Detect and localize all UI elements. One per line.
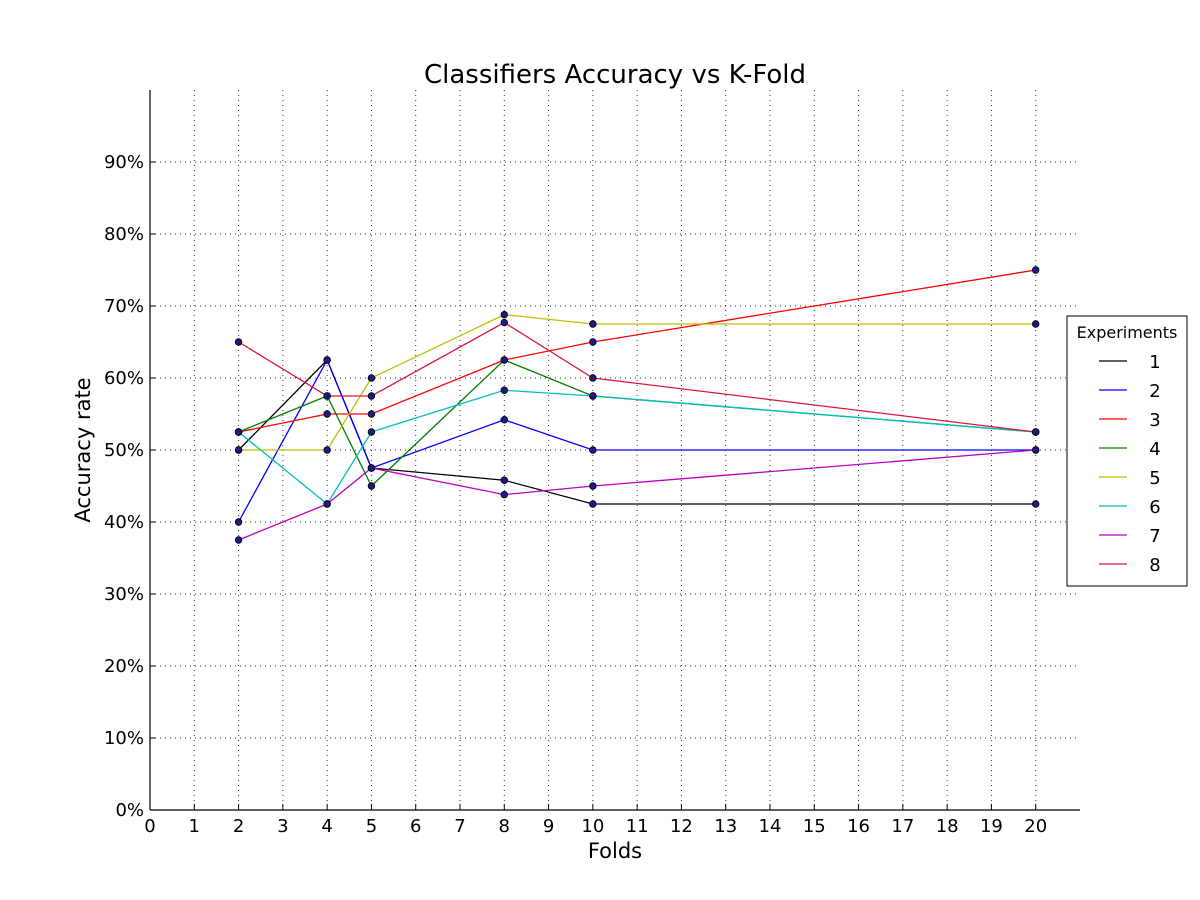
data-point-series-6 [500, 386, 508, 394]
data-point-series-5 [589, 320, 597, 328]
y-tick-label: 40% [104, 512, 144, 533]
data-point-series-8 [589, 374, 597, 382]
y-tick-label: 30% [104, 584, 144, 605]
data-point-series-6 [234, 428, 243, 436]
x-tick-label: 7 [454, 816, 465, 837]
data-point-series-2 [500, 416, 508, 424]
y-tick-label: 50% [104, 440, 144, 461]
data-point-series-2 [323, 356, 331, 364]
data-point-series-5 [367, 374, 376, 382]
data-point-series-2 [234, 518, 243, 526]
x-tick-label: 11 [626, 816, 649, 837]
data-point-series-8 [1032, 428, 1040, 436]
x-tick-label: 2 [233, 816, 244, 837]
y-tick-label: 10% [104, 728, 144, 749]
data-point-series-7 [1032, 446, 1040, 454]
x-axis-ticks: 0 1 2 3 4 5 6 7 8 9 10 11 12 13 14 15 16 17 18 19 20 [144, 804, 1047, 837]
legend: Experiments 1 2 3 4 5 6 7 8 [1066, 315, 1188, 587]
data-point-series-7 [323, 500, 331, 508]
data-point-series-3 [323, 410, 331, 418]
x-tick-label: 13 [714, 816, 737, 837]
y-tick-label: 70% [104, 296, 144, 317]
x-tick-label: 18 [936, 816, 959, 837]
x-tick-label: 5 [366, 816, 377, 837]
legend-box [1066, 315, 1188, 587]
data-point-series-1 [1032, 500, 1040, 508]
legend-label-7: 7 [1149, 526, 1160, 547]
data-point-series-5 [1032, 320, 1040, 328]
data-point-series-5 [323, 446, 331, 454]
data-point-series-3 [589, 338, 597, 346]
y-tick-label: 90% [104, 152, 144, 173]
data-point-series-8 [323, 392, 331, 400]
data-point-series-3 [1032, 266, 1040, 274]
data-point-series-7 [234, 536, 243, 544]
x-tick-label: 9 [543, 816, 554, 837]
legend-label-4: 4 [1149, 439, 1160, 460]
series-line-8 [238, 321, 1036, 433]
series-line-1 [238, 358, 1036, 505]
data-point-series-6 [367, 428, 376, 436]
data-point-series-7 [500, 490, 508, 499]
legend-label-8: 8 [1149, 555, 1160, 576]
x-tick-label: 14 [759, 816, 782, 837]
legend-label-5: 5 [1149, 468, 1160, 489]
data-point-series-5 [500, 310, 508, 319]
data-point-series-5 [234, 446, 243, 454]
x-tick-label: 3 [277, 816, 288, 837]
x-tick-label: 16 [847, 816, 870, 837]
data-point-series-1 [589, 500, 597, 508]
legend-label-2: 2 [1149, 381, 1160, 402]
legend-label-6: 6 [1149, 497, 1160, 518]
data-point-series-6 [589, 392, 597, 400]
x-tick-label: 17 [891, 816, 914, 837]
series-line-6 [238, 389, 1036, 505]
x-tick-label: 10 [581, 816, 604, 837]
legend-label-3: 3 [1149, 410, 1160, 431]
series-line-3 [238, 269, 1036, 433]
y-axis-ticks: 0% 10% 20% 30% 40% 50% 60% 70% 80% 90% [104, 152, 156, 821]
x-axis-title: Folds [588, 839, 642, 863]
data-point-series-4 [367, 482, 376, 490]
data-point-series-4 [500, 356, 508, 364]
data-point-series-8 [234, 338, 243, 346]
data-point-series-1 [500, 476, 508, 484]
series-lines [234, 266, 1040, 544]
data-point-series-8 [367, 392, 376, 400]
data-point-series-7 [589, 482, 597, 490]
series-line-7 [238, 449, 1036, 541]
data-point-series-3 [367, 410, 376, 418]
data-point-series-2 [589, 446, 597, 454]
data-point-series-8 [500, 318, 508, 327]
x-tick-label: 12 [670, 816, 693, 837]
y-tick-label: 0% [115, 800, 144, 821]
y-tick-label: 60% [104, 368, 144, 389]
y-tick-label: 20% [104, 656, 144, 677]
x-tick-label: 8 [499, 816, 510, 837]
x-tick-label: 15 [803, 816, 826, 837]
x-tick-label: 0 [144, 816, 155, 837]
x-tick-label: 1 [189, 816, 200, 837]
y-tick-label: 80% [104, 224, 144, 245]
x-tick-label: 19 [980, 816, 1003, 837]
chart-title: Classifiers Accuracy vs K-Fold [424, 60, 806, 90]
data-point-series-7 [367, 464, 376, 472]
legend-label-1: 1 [1149, 352, 1160, 373]
x-tick-label: 4 [321, 816, 332, 837]
series-line-5 [238, 313, 1036, 451]
x-tick-label: 6 [410, 816, 421, 837]
legend-title: Experiments [1077, 323, 1178, 342]
series-line-4 [238, 359, 1036, 488]
x-tick-label: 20 [1024, 816, 1047, 837]
y-axis-title: Accuracy rate [71, 377, 95, 522]
